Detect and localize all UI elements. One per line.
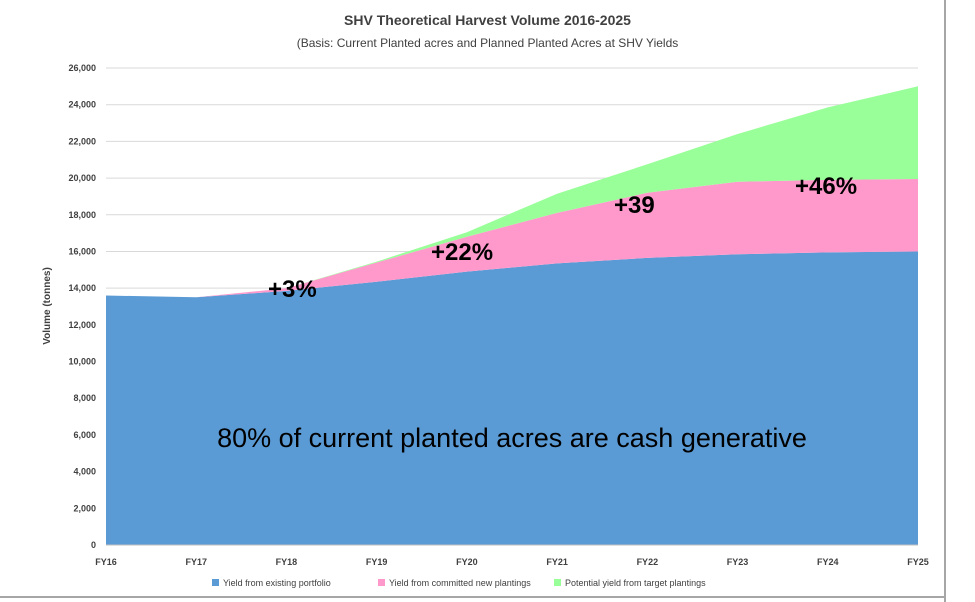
area-series-2	[106, 179, 918, 298]
x-tick-label: FY19	[366, 557, 388, 567]
x-tick-label: FY24	[817, 557, 839, 567]
x-tick-label: FY18	[276, 557, 298, 567]
y-tick-label: 0	[91, 540, 96, 550]
x-tick-label: FY21	[546, 557, 568, 567]
x-tick-label: FY23	[727, 557, 749, 567]
frame-border-bottom	[0, 596, 946, 598]
legend: Yield from existing portfolio Yield from …	[212, 578, 706, 588]
chart-title: SHV Theoretical Harvest Volume 2016-2025	[344, 12, 631, 28]
center-callout: 80% of current planted acres are cash ge…	[217, 423, 807, 453]
chart-text: Volume (tonnes) +3% +22% +39 +46% 80% of…	[42, 173, 857, 453]
y-tick-label: 8,000	[73, 393, 96, 403]
y-tick-label: 6,000	[73, 430, 96, 440]
stacked-areas	[106, 86, 918, 545]
legend-label: Yield from existing portfolio	[223, 578, 331, 588]
x-tick-label: FY25	[907, 557, 929, 567]
x-tick-label: FY17	[185, 557, 207, 567]
y-tick-label: 4,000	[73, 467, 96, 477]
area-series-1	[106, 251, 918, 545]
y-tick-label: 18,000	[68, 210, 96, 220]
x-tick-label: FY16	[95, 557, 117, 567]
y-tick-label: 12,000	[68, 320, 96, 330]
x-tick-label: FY22	[637, 557, 659, 567]
x-tick-label: FY20	[456, 557, 478, 567]
chart-subtitle: (Basis: Current Planted acres and Planne…	[296, 36, 679, 50]
y-tick-label: 14,000	[68, 283, 96, 293]
frame-border-right	[944, 0, 946, 602]
legend-swatch	[554, 579, 561, 586]
legend-swatch	[212, 579, 219, 586]
annotation-fy18: +3%	[268, 276, 317, 303]
y-tick-label: 26,000	[68, 63, 96, 73]
area-series-3	[106, 86, 918, 298]
y-tick-label: 22,000	[68, 136, 96, 146]
y-axis-label: Volume (tonnes)	[42, 267, 53, 345]
y-tick-label: 16,000	[68, 246, 96, 256]
legend-label: Potential yield from target plantings	[565, 578, 706, 588]
annotation-fy20: +22%	[431, 239, 493, 266]
y-tick-label: 24,000	[68, 100, 96, 110]
annotation-fy22: +39	[614, 192, 655, 219]
y-tick-label: 2,000	[73, 503, 96, 513]
y-tick-label: 10,000	[68, 357, 96, 367]
annotation-fy24: +46%	[795, 173, 857, 200]
axes: 0 2,000 4,000 6,000 8,000 10,000 12,000 14,000 1…	[68, 63, 928, 567]
legend-swatch	[378, 579, 385, 586]
legend-label: Yield from committed new plantings	[389, 578, 531, 588]
y-tick-label: 20,000	[68, 173, 96, 183]
